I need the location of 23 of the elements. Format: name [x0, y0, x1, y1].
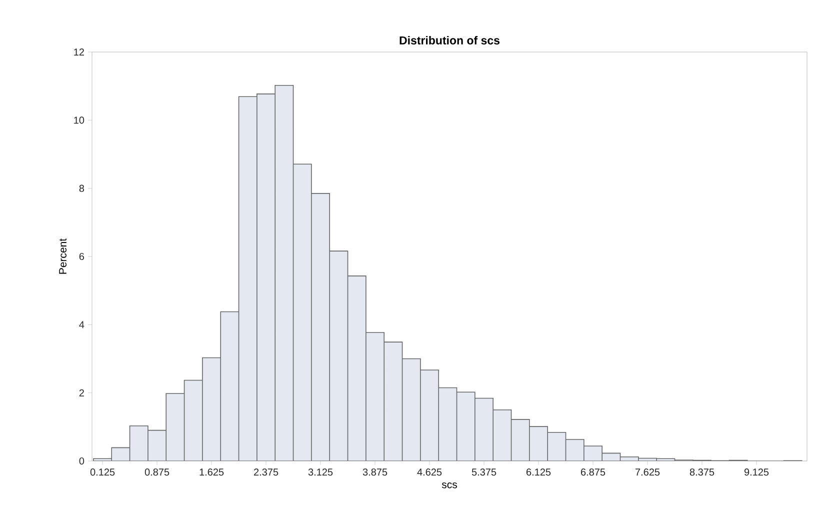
- y-tick-label: 6: [79, 252, 84, 260]
- y-tick-label: 12: [74, 48, 84, 56]
- x-tick-label: 6.125: [526, 468, 551, 476]
- x-tick-label: 3.875: [362, 468, 388, 476]
- x-tick-label: 2.375: [254, 468, 278, 476]
- x-tick-label: 7.625: [636, 468, 660, 476]
- y-tick-label: 4: [79, 321, 84, 328]
- x-tick-label: 0.125: [90, 468, 115, 476]
- x-tick-label: 9.125: [744, 468, 769, 476]
- chart-title: Distribution of scs: [400, 36, 500, 44]
- y-axis-title: Percent: [59, 238, 66, 274]
- x-tick-label: 3.125: [308, 468, 333, 476]
- x-tick-label: 8.375: [690, 468, 714, 476]
- y-tick-label: 2: [79, 389, 84, 396]
- x-tick-label: 6.875: [581, 468, 606, 476]
- x-tick-label: 5.375: [472, 468, 496, 476]
- y-tick-label: 8: [79, 184, 84, 192]
- x-axis-title: scs: [442, 482, 457, 488]
- x-tick-label: 1.625: [200, 468, 224, 476]
- y-tick-label: 0: [79, 457, 84, 465]
- x-tick-label: 0.875: [144, 468, 170, 476]
- x-tick-label: 4.625: [417, 468, 442, 476]
- y-tick-label: 10: [74, 116, 84, 124]
